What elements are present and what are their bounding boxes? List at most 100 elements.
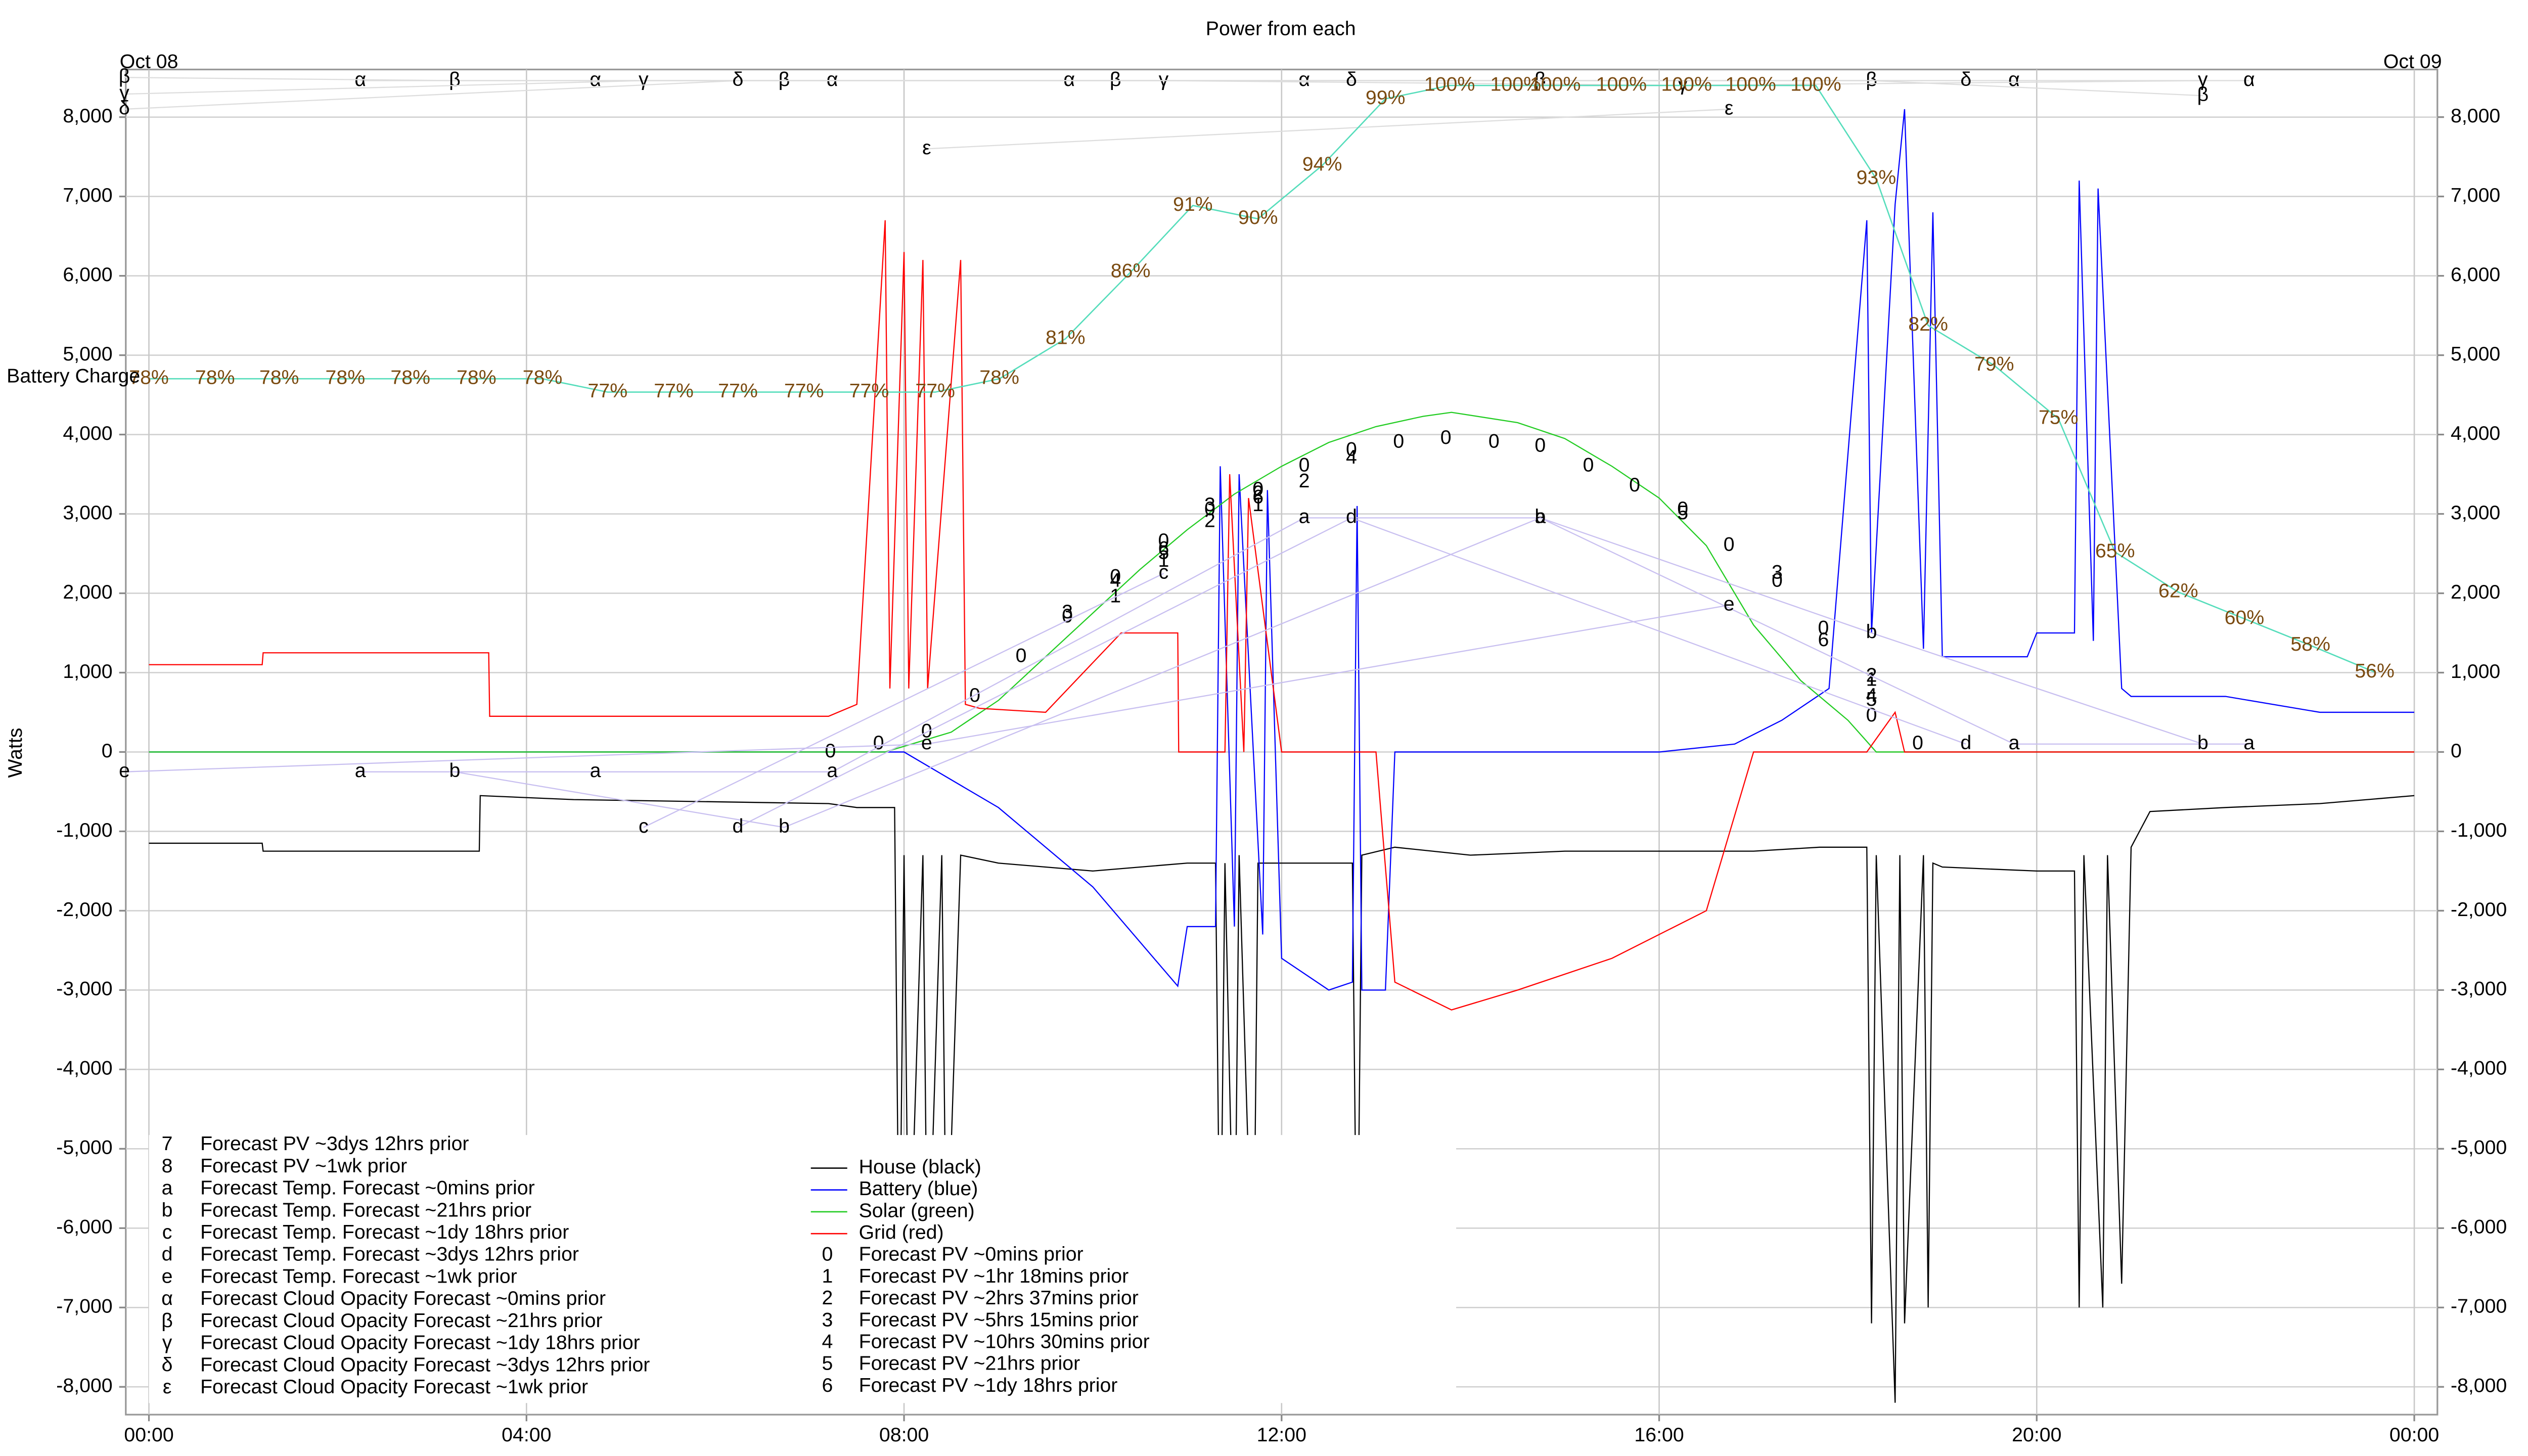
y-tick-label: -4,000 (56, 1057, 112, 1079)
forecast-marker: 0 (1393, 430, 1404, 452)
legend-label: Solar (green) (859, 1199, 975, 1221)
legend-marker: δ (162, 1353, 173, 1376)
forecast-marker: a (1534, 506, 1546, 528)
forecast-line (124, 80, 1966, 110)
legend-label: Forecast PV ~0mins prior (859, 1243, 1084, 1265)
forecast-marker: b (1866, 620, 1877, 643)
y-tick-label: 6,000 (63, 263, 112, 286)
legend-label: Forecast Temp. Forecast ~0mins prior (200, 1177, 535, 1199)
forecast-marker: β (119, 65, 130, 87)
forecast-marker: ε (1725, 97, 1734, 119)
y-tick-label: 8,000 (2451, 105, 2500, 127)
x-tick-label: 00:00 (124, 1424, 173, 1446)
y-tick-label: 1,000 (63, 660, 112, 682)
charge-label: 62% (2158, 580, 2198, 602)
forecast-marker: 0 (1818, 617, 1829, 639)
y-tick-label: -8,000 (2451, 1375, 2507, 1397)
charge-label: 100% (1491, 73, 1541, 95)
charge-label: 78% (979, 367, 1019, 389)
forecast-marker: b (1534, 506, 1546, 528)
legend-marker: ε (163, 1376, 172, 1398)
forecast-marker: c (639, 815, 649, 837)
legend-label: House (black) (859, 1156, 981, 1178)
forecast-marker: 3 (1772, 561, 1783, 583)
charge-label: 56% (2355, 660, 2395, 682)
legend-marker: 0 (822, 1243, 833, 1265)
charge-label: 100% (1530, 73, 1581, 95)
legend-marker: 1 (822, 1265, 833, 1287)
legend-label: Forecast Temp. Forecast ~21hrs prior (200, 1199, 531, 1221)
forecast-marker: 3 (1204, 493, 1215, 516)
charge-label: 77% (849, 380, 889, 402)
y-tick-label: 2,000 (63, 581, 112, 603)
forecast-marker: d (1960, 732, 1971, 754)
forecast-marker: b (449, 759, 460, 782)
legend-marker: c (162, 1221, 172, 1243)
forecast-marker: 5 (1677, 502, 1688, 524)
forecast-marker: b (779, 815, 790, 837)
legend-label: Forecast Cloud Opacity Forecast ~1wk pri… (200, 1376, 588, 1398)
legend-label: Forecast Cloud Opacity Forecast ~3dys 12… (200, 1353, 650, 1376)
forecast-marker: 5 (1866, 688, 1877, 710)
forecast-marker: γ (1678, 73, 1688, 95)
forecast-marker: 1 (1252, 493, 1263, 516)
y-tick-label: 7,000 (2451, 184, 2500, 206)
y-tick-label: 1,000 (2451, 660, 2500, 682)
charge-label: 100% (1424, 73, 1475, 95)
y-tick-label: -1,000 (56, 819, 112, 841)
forecast-line (124, 604, 1729, 772)
legend-label: Forecast PV ~10hrs 30mins prior (859, 1331, 1150, 1353)
charge-label: 78% (523, 367, 563, 389)
charge-label: 58% (2290, 633, 2330, 655)
legend-marker: e (162, 1265, 173, 1287)
charge-label: 90% (1238, 206, 1278, 229)
forecast-marker: 0 (1912, 732, 1923, 754)
forecast-marker: 0 (1629, 474, 1640, 496)
forecast-marker: e (119, 759, 130, 782)
forecast-marker: 0 (921, 720, 932, 742)
charge-label: 86% (1111, 260, 1151, 282)
y-tick-label: 0 (2451, 740, 2462, 762)
charge-label: 78% (259, 367, 299, 389)
charge-label: 94% (1302, 153, 1342, 175)
y-tick-label: -1,000 (2451, 819, 2507, 841)
forecast-marker: 4 (1110, 569, 1121, 591)
forecast-marker: α (2008, 68, 2020, 90)
forecast-marker: d (1346, 506, 1357, 528)
y-tick-label: 0 (102, 740, 113, 762)
charge-label: 78% (457, 367, 496, 389)
forecast-marker: 1 (1158, 549, 1169, 571)
series-line (149, 220, 2415, 1011)
forecast-line (737, 517, 1966, 828)
forecast-marker: α (2243, 68, 2255, 90)
forecast-marker: a (590, 759, 601, 782)
series-line (149, 109, 2415, 991)
charge-label: 60% (2225, 606, 2265, 628)
forecast-marker: 0 (1866, 704, 1877, 726)
legend-label: Forecast Temp. Forecast ~1wk prior (200, 1265, 517, 1287)
charge-label: 81% (1046, 327, 1086, 349)
forecast-marker: 0 (1440, 426, 1452, 448)
forecast-marker: δ (733, 68, 744, 90)
legend-marker: 4 (822, 1331, 833, 1353)
forecast-marker: 2 (1299, 470, 1310, 492)
charge-label: 77% (718, 380, 758, 402)
legend-label: Forecast Cloud Opacity Forecast ~21hrs p… (200, 1309, 602, 1332)
charge-label: 77% (915, 380, 955, 402)
forecast-marker: 1 (1110, 585, 1121, 607)
legend-label: Forecast PV ~1hr 18mins prior (859, 1265, 1129, 1287)
charge-label: 65% (2095, 539, 2135, 562)
y-tick-label: -8,000 (56, 1375, 112, 1397)
forecast-line (643, 573, 1164, 828)
forecast-marker: 0 (1534, 434, 1546, 456)
legend-marker: 6 (822, 1374, 833, 1396)
charge-axis-label: Battery Charge (7, 365, 140, 387)
forecast-marker: 0 (1346, 438, 1357, 460)
forecast-marker: 0 (1299, 454, 1310, 476)
x-tick-label: 20:00 (2012, 1424, 2061, 1446)
charge-label: 100% (1661, 73, 1711, 95)
y-tick-label: -4,000 (2451, 1057, 2507, 1079)
forecast-line (360, 517, 2249, 772)
legend-label: Forecast PV ~1wk prior (200, 1155, 407, 1177)
